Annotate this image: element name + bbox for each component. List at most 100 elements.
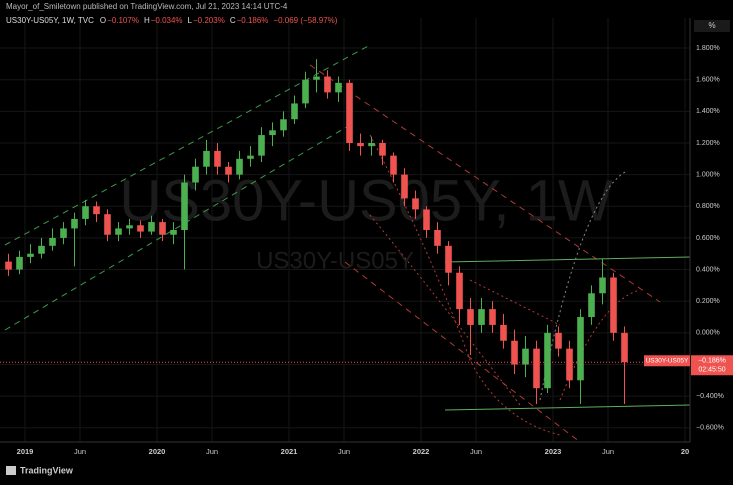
y-tick-label: 1.400% xyxy=(696,108,720,115)
x-tick-label: 2020 xyxy=(149,447,166,456)
candle-body xyxy=(368,142,375,147)
y-tick-label: 0.000% xyxy=(696,330,720,337)
candle-body xyxy=(401,174,408,199)
candle-body xyxy=(236,158,243,175)
grid xyxy=(0,18,690,442)
candle-body xyxy=(467,309,474,325)
channel-line xyxy=(344,261,581,443)
ohlc-key: H xyxy=(144,16,150,25)
candle-body xyxy=(137,225,144,232)
x-tick-label: Jun xyxy=(206,447,218,456)
candle-body xyxy=(302,79,309,104)
candle-body xyxy=(522,348,529,365)
x-tick-label: Jun xyxy=(338,447,350,456)
drawings xyxy=(4,44,691,443)
candle-body xyxy=(489,309,496,325)
candle-body xyxy=(27,253,34,257)
channel-line xyxy=(4,124,351,331)
ohlc-value: −0.203% xyxy=(193,16,225,25)
candle-body xyxy=(566,348,573,381)
candle-body xyxy=(181,182,188,230)
last-price-symbol: US30Y-US05Y xyxy=(646,357,689,364)
candle-body xyxy=(247,155,254,159)
y-tick-label: −0.600% xyxy=(696,425,724,432)
x-tick-label: 2021 xyxy=(281,447,298,456)
y-tick-label: 1.200% xyxy=(696,140,720,147)
y-tick-label: 1.800% xyxy=(696,45,720,52)
candle-body xyxy=(269,130,276,136)
candle-body xyxy=(423,209,430,230)
y-tick-label: 0.600% xyxy=(696,235,720,242)
y-tick-label: 1.000% xyxy=(696,171,720,178)
candle-body xyxy=(104,214,111,235)
x-tick-label: Jun xyxy=(470,447,482,456)
candle-body xyxy=(610,277,617,333)
ohlc-value: −0.186% xyxy=(237,16,269,25)
candle-body xyxy=(478,309,485,325)
candle-body xyxy=(192,166,199,183)
header: US30Y-US05Y, 1W, TVC O −0.107% H −0.034% L −0.… xyxy=(6,16,338,25)
last-price-tag xyxy=(691,355,733,376)
ohlc-key: C xyxy=(230,16,236,25)
candle-body xyxy=(170,230,177,235)
candle-body xyxy=(5,261,12,270)
candle-body xyxy=(544,332,551,389)
candle-body xyxy=(225,166,232,175)
last-price-box xyxy=(644,355,690,367)
curve xyxy=(369,134,561,436)
candle-body xyxy=(511,340,518,365)
candle-body xyxy=(313,76,320,80)
candle-body xyxy=(16,256,23,270)
brand: TradingView xyxy=(20,465,74,475)
candles xyxy=(5,59,628,405)
ohlc-value: −0.107% xyxy=(107,16,139,25)
candle-body xyxy=(82,206,89,219)
candle-body xyxy=(555,332,562,349)
y-tick-label: 0.800% xyxy=(696,203,720,210)
candle-body xyxy=(500,324,507,341)
y-tick-label: 0.200% xyxy=(696,298,720,305)
candle-body xyxy=(588,293,595,318)
byline: Mayor_of_Smiletown published on TradingV… xyxy=(6,2,288,11)
candle-body xyxy=(71,218,78,229)
candle-body xyxy=(214,150,221,167)
support-line xyxy=(444,256,691,263)
y-tick-label: −0.400% xyxy=(696,393,724,400)
support-line xyxy=(444,404,691,411)
axes: 1.800% 1.600% 1.400% 1.200% 1.000% 0.800% 0.60… xyxy=(0,45,733,456)
countdown: 02:45:50 xyxy=(698,367,725,374)
unit-box xyxy=(694,20,730,32)
candle-body xyxy=(599,277,606,294)
x-tick-label: Jun xyxy=(602,447,614,456)
ohlc-key: O xyxy=(100,16,106,25)
watermark: US30Y-US05Y, 1W xyxy=(119,168,613,233)
candle-body xyxy=(390,155,397,175)
candle-body xyxy=(49,237,56,246)
candle-body xyxy=(335,82,342,93)
x-tick-label: 2019 xyxy=(17,447,34,456)
candle-body xyxy=(445,245,452,273)
candle-body xyxy=(291,103,298,120)
candle-body xyxy=(533,348,540,389)
watermark-sub: US30Y-US05Y xyxy=(256,247,414,274)
candle-body xyxy=(324,76,331,93)
candle-body xyxy=(258,135,265,156)
candle-body xyxy=(60,228,67,238)
ohlc-value: −0.069 (−58.97%) xyxy=(273,16,337,25)
last-price-label: −0.186% xyxy=(698,358,726,365)
candle-body xyxy=(577,317,584,381)
candle-body xyxy=(412,198,419,210)
unit: % xyxy=(708,21,715,30)
x-tick-label: 20 xyxy=(681,447,689,456)
channel-line xyxy=(309,64,661,303)
curve xyxy=(369,214,521,406)
candle-body xyxy=(159,222,166,235)
y-tick-label: 1.600% xyxy=(696,77,720,84)
candle-body xyxy=(115,228,122,235)
price-axis-bg xyxy=(690,0,733,480)
candle-body xyxy=(621,332,628,363)
brand-logo xyxy=(6,466,16,475)
candle-body xyxy=(126,225,133,229)
